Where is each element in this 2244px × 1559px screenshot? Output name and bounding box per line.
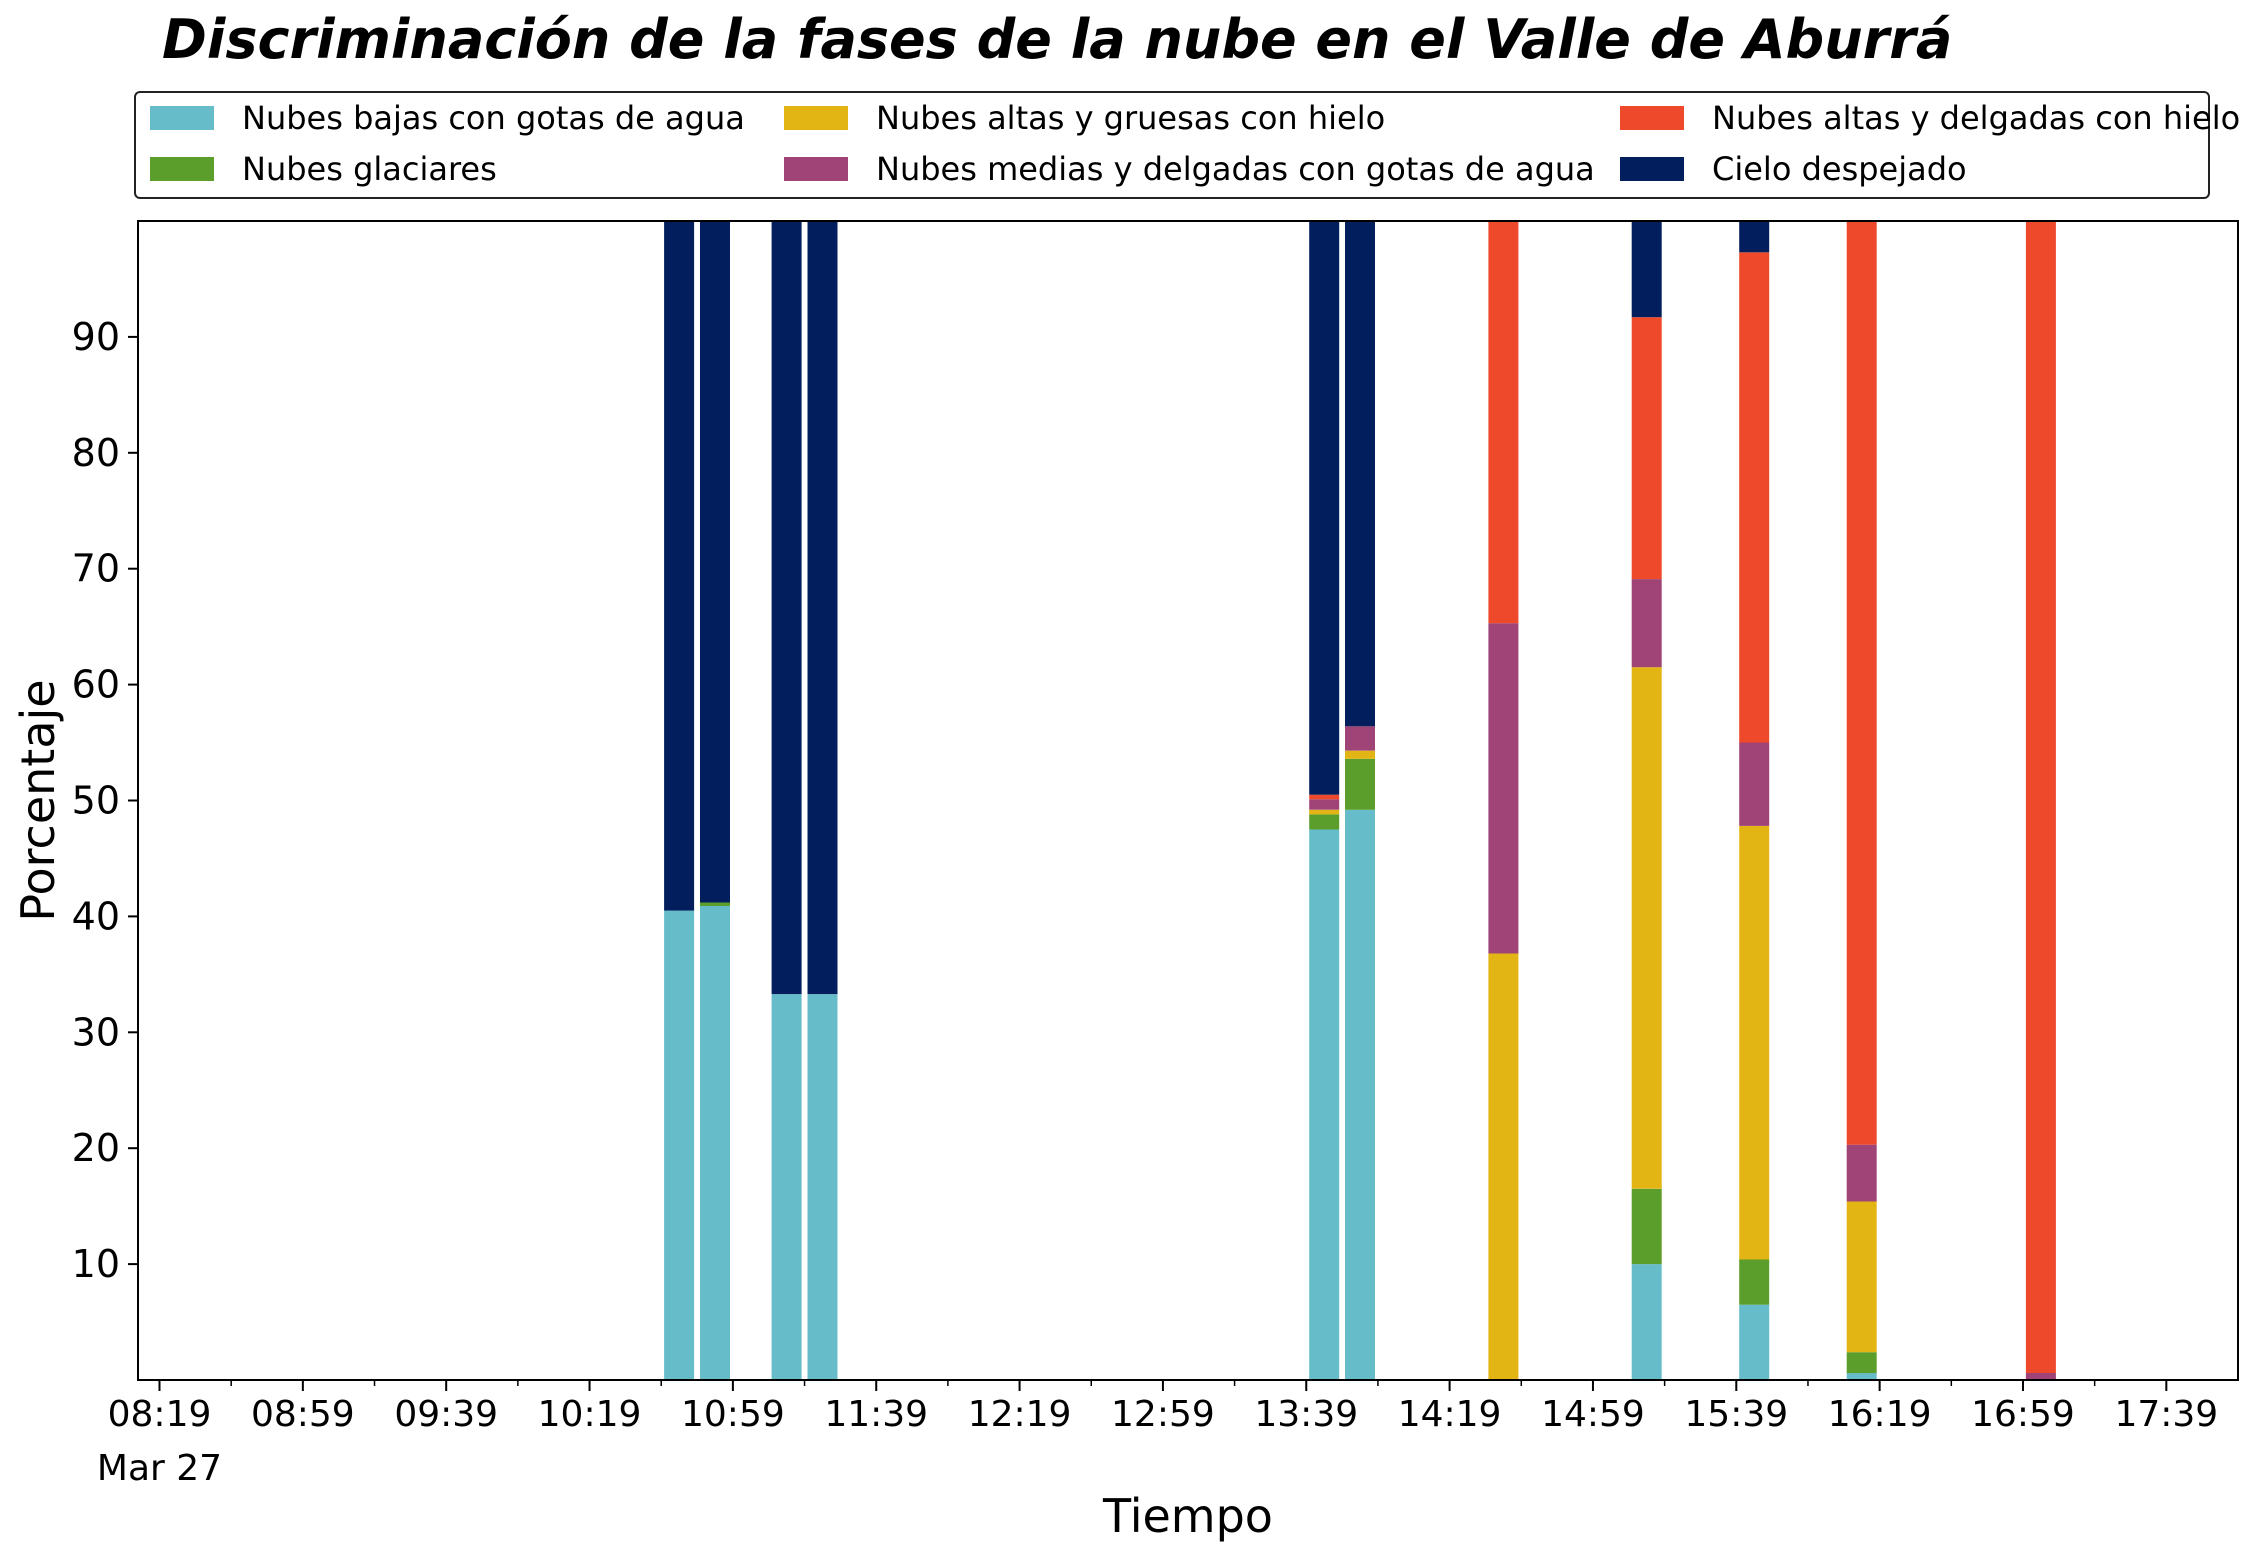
x-tick-label: 10:19 <box>538 1394 642 1435</box>
bar-segment-9-3 <box>1846 1144 1877 1202</box>
x-tick-label: 14:19 <box>1398 1394 1502 1435</box>
bar-segment-2-5 <box>771 221 802 995</box>
bar-segment-3-5 <box>807 221 838 995</box>
bar-segment-9-2 <box>1846 1201 1877 1353</box>
y-axis-label: Porcentaje <box>11 679 65 921</box>
legend-item: Nubes altas y gruesas con hielo <box>784 98 1385 138</box>
bar-segment-5-5 <box>1345 221 1375 727</box>
legend-swatch <box>150 157 214 181</box>
bar-segment-4-4 <box>1309 794 1340 800</box>
bar-segment-4-3 <box>1309 799 1340 810</box>
legend-label: Nubes altas y gruesas con hielo <box>876 99 1386 137</box>
bar-segment-6-4 <box>1488 221 1519 624</box>
bar-segment-8-0 <box>1739 1304 1770 1380</box>
bar-segment-4-5 <box>1309 221 1340 795</box>
legend-item: Nubes medias y delgadas con gotas de agu… <box>784 149 1595 189</box>
legend-label: Cielo despejado <box>1712 150 1967 188</box>
bar-segment-4-0 <box>1309 829 1340 1380</box>
y-tick-label: 60 <box>72 663 120 707</box>
y-tick-label: 50 <box>72 779 120 823</box>
x-axis-label: Tiempo <box>1102 1489 1273 1543</box>
legend-label: Nubes medias y delgadas con gotas de agu… <box>876 150 1595 188</box>
y-tick-label: 80 <box>72 431 120 475</box>
bar-segment-9-0 <box>1846 1373 1877 1380</box>
legend-swatch <box>150 106 214 130</box>
x-tick-label: 12:19 <box>968 1394 1072 1435</box>
bar-segment-6-3 <box>1488 623 1519 954</box>
y-tick-label: 20 <box>72 1126 120 1170</box>
legend-item: Nubes bajas con gotas de agua <box>150 98 745 138</box>
x-tick-label: 15:39 <box>1684 1394 1788 1435</box>
legend-item: Nubes altas y delgadas con hielo <box>1620 98 2240 138</box>
bar-segment-7-4 <box>1631 317 1662 580</box>
x-tick-label: 17:39 <box>2114 1394 2218 1435</box>
bar-segment-1-1 <box>700 902 730 906</box>
legend-item: Cielo despejado <box>1620 149 1967 189</box>
bar-segment-7-2 <box>1631 667 1662 1189</box>
x-tick-label: 12:59 <box>1111 1394 1215 1435</box>
bar-segment-10-3 <box>2025 1373 2056 1380</box>
x-tick-label: 16:19 <box>1828 1394 1932 1435</box>
legend-label: Nubes altas y delgadas con hielo <box>1712 99 2241 137</box>
x-tick-label: 16:59 <box>1971 1394 2075 1435</box>
legend-item: Nubes glaciares <box>150 149 497 189</box>
bar-segment-1-5 <box>700 221 730 903</box>
bar-segment-6-2 <box>1488 953 1519 1380</box>
bar-segment-0-0 <box>664 910 695 1380</box>
x-tick-label: 09:39 <box>394 1394 498 1435</box>
legend-swatch <box>784 106 848 130</box>
bar-segment-8-4 <box>1739 252 1770 743</box>
x-tick-date-label: Mar 27 <box>97 1448 222 1489</box>
bar-segment-5-3 <box>1345 726 1375 751</box>
bar-segment-4-1 <box>1309 814 1340 830</box>
y-tick-label: 70 <box>72 547 120 591</box>
y-tick-label: 90 <box>72 315 120 359</box>
bar-segment-3-0 <box>807 994 838 1380</box>
legend-swatch <box>1620 157 1684 181</box>
x-tick-label: 10:59 <box>681 1394 785 1435</box>
y-tick-label: 30 <box>72 1010 120 1054</box>
legend-swatch <box>784 157 848 181</box>
legend: Nubes bajas con gotas de agua Nubes glaci… <box>134 91 2240 199</box>
bar-segment-5-2 <box>1345 750 1375 759</box>
legend-label: Nubes glaciares <box>242 150 497 188</box>
y-tick-label: 10 <box>72 1242 120 1286</box>
bar-segment-1-0 <box>700 906 730 1380</box>
x-tick-label: 13:39 <box>1254 1394 1358 1435</box>
x-tick-label: 08:19 <box>108 1394 212 1435</box>
y-tick-label: 40 <box>72 894 120 938</box>
plot-frame <box>137 220 2239 1381</box>
bar-segment-10-4 <box>2025 221 2056 1373</box>
bar-segment-8-3 <box>1739 742 1770 826</box>
bar-segment-7-3 <box>1631 579 1662 668</box>
legend-swatch <box>1620 106 1684 130</box>
x-tick-label: 14:59 <box>1541 1394 1645 1435</box>
x-tick-label: 11:39 <box>824 1394 928 1435</box>
bar-segment-5-1 <box>1345 758 1375 810</box>
bar-segment-7-5 <box>1631 221 1662 318</box>
x-tick-label: 08:59 <box>251 1394 355 1435</box>
bar-segment-8-1 <box>1739 1259 1770 1305</box>
legend-label: Nubes bajas con gotas de agua <box>242 99 745 137</box>
bar-segment-2-0 <box>771 994 802 1380</box>
bar-segment-7-0 <box>1631 1264 1662 1380</box>
bar-segment-9-4 <box>1846 221 1877 1145</box>
bar-segment-5-0 <box>1345 809 1375 1380</box>
bar-segment-7-1 <box>1631 1188 1662 1265</box>
bar-segment-4-2 <box>1309 809 1340 815</box>
bar-segment-9-1 <box>1846 1352 1877 1374</box>
bar-segment-8-2 <box>1739 826 1770 1260</box>
bar-segment-8-5 <box>1739 221 1770 253</box>
chart-title: Discriminación de la fases de la nube en… <box>162 8 1953 71</box>
bar-segment-0-5 <box>664 221 695 911</box>
